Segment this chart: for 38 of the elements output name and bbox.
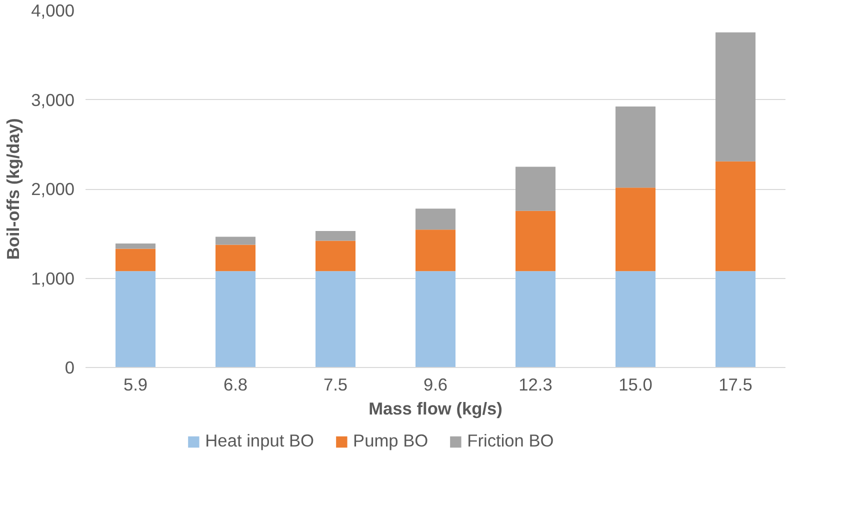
bar [216,236,256,245]
bar [516,210,556,272]
bar [116,243,156,249]
bar [716,271,756,368]
x-tick-label: 6.8 [223,374,248,394]
bar [416,271,456,368]
legend-label: Heat input BO [205,430,314,452]
bar [616,271,656,368]
bar [516,166,556,211]
x-tick-label: 9.6 [423,374,448,394]
x-tick-label: 12.3 [518,374,552,394]
x-tick-label: 5.9 [123,374,148,394]
bar [216,244,256,272]
legend-label: Pump BO [353,430,428,452]
bar [716,161,756,272]
y-tick-label: 2,000 [31,179,75,199]
bar [416,230,456,272]
x-tick-label: 7.5 [323,374,348,394]
bar [216,271,256,368]
bar [716,32,756,162]
bar [316,271,356,368]
bar [416,208,456,230]
bar [316,240,356,272]
bar [616,106,656,188]
y-tick-label: 4,000 [31,0,75,20]
bar [616,188,656,272]
y-tick-label: 0 [64,358,75,378]
x-axis-title: Mass flow (kg/s) [368,398,502,418]
y-tick-label: 1,000 [31,268,75,288]
x-tick-label: 15.0 [618,374,652,394]
legend-label: Friction BO [467,430,554,452]
bar [316,230,356,241]
bar [116,248,156,272]
x-tick-label: 17.5 [718,374,752,394]
y-tick-label: 3,000 [31,90,75,110]
bar [116,271,156,368]
y-axis-title: Boil-offs (kg/day) [3,118,24,260]
bar [516,271,556,368]
